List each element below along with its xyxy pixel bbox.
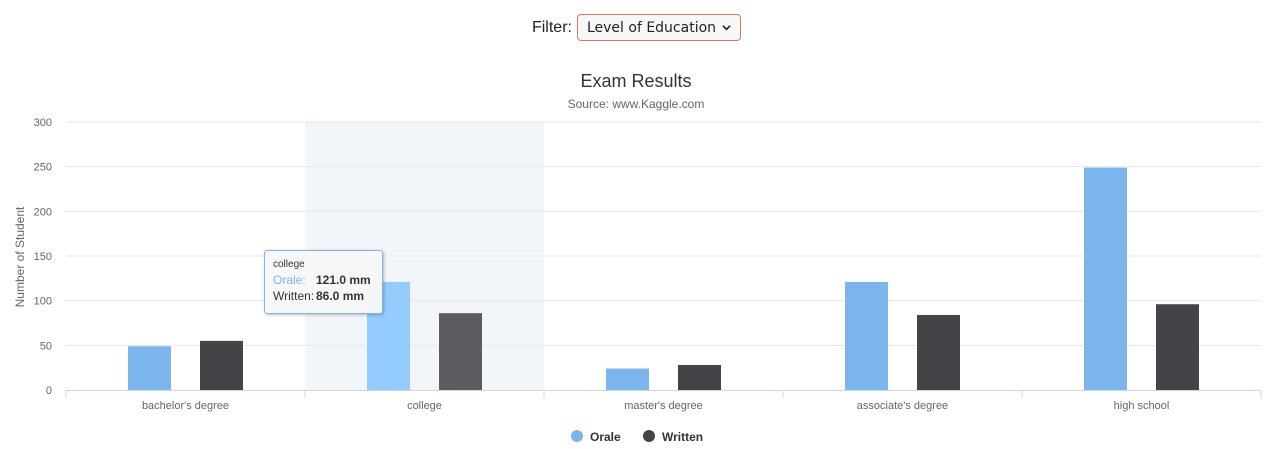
tooltip-series-value: 121.0 mm [316,273,371,287]
tooltip-row-written: Written: 86.0 mm [273,288,382,304]
x-tick-label: master's degree [624,400,703,412]
legend-symbol [571,430,583,442]
bar-orale-4[interactable] [1084,167,1127,390]
filter-selected-value: Level of Education [586,19,717,36]
y-tick-label: 200 [34,206,52,218]
y-tick-label: 100 [34,296,52,308]
x-tick-label: high school [1114,400,1170,412]
chevron-down-icon [722,25,731,31]
x-tick-label: associate's degree [857,400,948,412]
y-tick-label: 300 [34,117,52,129]
y-tick-label: 150 [34,251,52,263]
legend-label: Orale [590,430,621,444]
bar-orale-0[interactable] [128,346,171,390]
x-tick-label: college [407,400,442,412]
tooltip-series-name: Written: [273,289,315,303]
bar-orale-2[interactable] [606,368,649,390]
chart-subtitle: Source: www.Kaggle.com [568,97,705,111]
legend-label: Written [662,430,703,444]
y-axis-title: Number of Student [13,206,27,307]
tooltip: college Orale: 121.0 mm Written: 86.0 mm [264,250,383,314]
bar-written-1[interactable] [439,313,482,390]
y-tick-label: 50 [40,340,52,352]
bar-written-3[interactable] [917,314,960,390]
bar-written-4[interactable] [1156,304,1199,390]
legend-item-orale[interactable]: Orale [571,430,621,444]
bar-orale-3[interactable] [845,281,888,390]
y-tick-label: 0 [46,385,52,397]
x-tick-label: bachelor's degree [142,400,229,412]
tooltip-row-orale: Orale: 121.0 mm [273,272,382,288]
legend-item-written[interactable]: Written [643,430,703,444]
filter-select[interactable]: Level of Education [576,14,742,41]
filter-bar: Filter: Level of Education [0,14,1273,41]
tooltip-series-value: 86.0 mm [316,289,365,303]
legend-symbol [643,430,655,442]
bar-written-0[interactable] [200,340,243,390]
tooltip-header: college [273,259,305,270]
chart-title: Exam Results [580,71,691,91]
y-tick-label: 250 [34,162,52,174]
tooltip-series-name: Orale: [273,273,306,287]
bar-written-2[interactable] [678,364,721,390]
filter-label: Filter: [531,18,572,36]
